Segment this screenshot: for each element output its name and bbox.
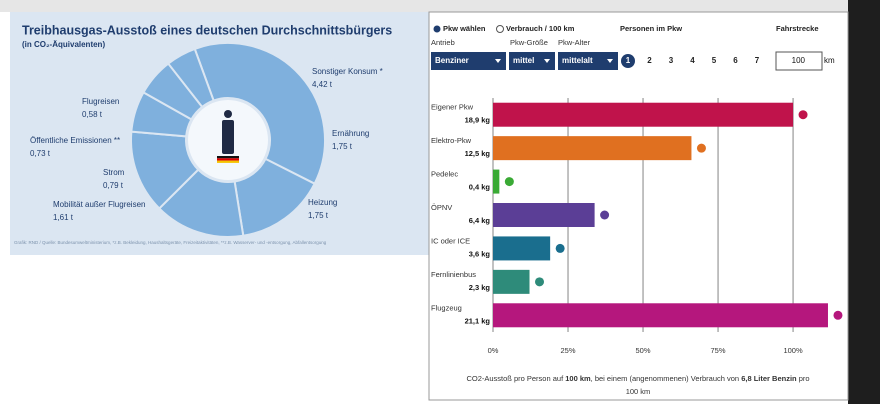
- person-option[interactable]: 5: [712, 56, 717, 65]
- value-label: 3,6 kg: [469, 249, 491, 258]
- category-label: Fernlinienbus: [431, 270, 476, 279]
- pie-slice: [193, 42, 326, 186]
- bar: [493, 102, 794, 127]
- dropdown-value[interactable]: mittelalt: [562, 56, 593, 65]
- dropdown[interactable]: [431, 52, 506, 70]
- bar: [493, 169, 500, 194]
- pie-label: Strom: [103, 168, 125, 177]
- pie-label: Flugreisen: [82, 97, 119, 106]
- radio-label[interactable]: Verbrauch / 100 km: [506, 24, 575, 33]
- person-option[interactable]: 3: [669, 56, 674, 65]
- person-body: [222, 120, 234, 154]
- flag-stripe: [217, 160, 239, 163]
- x-tick-label: 50%: [636, 346, 651, 355]
- pie-chart: Sonstiger Konsum * 4,42 t Ernährung 1,75 t H…: [30, 42, 383, 238]
- value-label: 2,3 kg: [469, 283, 491, 292]
- control-label: Pkw-Größe: [510, 38, 548, 47]
- bar-icon: [833, 310, 843, 320]
- pie-value-label: 0,58 t: [82, 110, 103, 119]
- bar: [493, 136, 692, 161]
- pie-label: Heizung: [308, 198, 337, 207]
- bar-icon: [600, 210, 610, 220]
- bar-icon: [798, 110, 808, 120]
- pie-title: Treibhausgas-Ausstoß eines deutschen Dur…: [22, 23, 392, 37]
- control-label: Pkw-Alter: [558, 38, 591, 47]
- controls: Benziner mittel mittelalt 1 2 3 4 5 6 7: [431, 52, 760, 70]
- bar: [493, 269, 530, 294]
- bar-icon: [555, 243, 565, 253]
- dropdown-value[interactable]: mittel: [513, 56, 534, 65]
- person-option[interactable]: 6: [733, 56, 738, 65]
- pie-source: Grafik: RND / Quelle: Bundesumweltminist…: [14, 240, 327, 245]
- dropdown-arrow: [544, 59, 550, 63]
- pie-value-label: 1,75 t: [332, 142, 353, 151]
- category-label: IC oder ICE: [431, 236, 470, 245]
- x-tick-label: 75%: [711, 346, 726, 355]
- pie-slice: [166, 47, 215, 109]
- caption: 100 km: [626, 387, 651, 396]
- flag-stripe: [217, 156, 239, 159]
- dropdown-value[interactable]: Benziner: [435, 56, 469, 65]
- dropdown-arrow: [607, 59, 613, 63]
- caption: CO2-Ausstoß pro Person auf 100 km, bei e…: [466, 374, 809, 383]
- pie-label: Sonstiger Konsum *: [312, 67, 383, 76]
- x-tick-label: 25%: [561, 346, 576, 355]
- x-tick-label: 0%: [488, 346, 499, 355]
- person-option[interactable]: 4: [690, 56, 695, 65]
- bar: [493, 236, 551, 261]
- side-strip: [848, 0, 880, 404]
- category-label: Eigener Pkw: [431, 103, 474, 112]
- dropdown[interactable]: [558, 52, 618, 70]
- pie-label: Mobilität außer Flugreisen: [53, 200, 145, 209]
- value-label: 0,4 kg: [469, 183, 491, 192]
- value-label: 21,1 kg: [465, 316, 491, 325]
- distance-input[interactable]: [775, 51, 823, 71]
- person-head: [224, 110, 232, 118]
- bar-icon: [535, 277, 545, 287]
- category-label: Elektro-Pkw: [431, 136, 472, 145]
- pie-label: Ernährung: [332, 129, 369, 138]
- radio-label[interactable]: Pkw wählen: [443, 24, 486, 33]
- distance-title: Fahrstrecke: [776, 24, 819, 33]
- category-label: Pedelec: [431, 170, 458, 179]
- persons-title: Personen im Pkw: [620, 24, 682, 33]
- person-option[interactable]: 2: [647, 56, 652, 65]
- dropdown-arrow: [495, 59, 501, 63]
- pie-label: Öffentliche Emissionen **: [30, 136, 120, 145]
- person-option[interactable]: 1: [626, 56, 631, 65]
- control-label: Antrieb: [431, 38, 455, 47]
- value-label: 18,9 kg: [465, 116, 491, 125]
- bar-chart: 0% 25% 50% 75% 100% Eigener Pkw 18,9 kg Elektro…: [431, 98, 843, 355]
- radio-selected[interactable]: [433, 25, 441, 33]
- distance-value[interactable]: 100: [792, 56, 806, 65]
- dropdown[interactable]: [509, 52, 555, 70]
- pie-value-label: 0,79 t: [103, 181, 124, 190]
- value-label: 12,5 kg: [465, 149, 491, 158]
- top-strip: [0, 0, 880, 12]
- radio[interactable]: [496, 25, 504, 33]
- bar-icon: [504, 177, 514, 187]
- pie-value-label: 4,42 t: [312, 80, 333, 89]
- category-label: Flugzeug: [431, 303, 462, 312]
- pie-value-label: 1,61 t: [53, 213, 74, 222]
- bar-icon: [696, 143, 706, 153]
- caption-part: , bei einem (angenommenen) Verbrauch von: [591, 374, 742, 383]
- person-selected[interactable]: [621, 54, 635, 68]
- bar: [493, 303, 828, 328]
- pie-subtitle: (in CO₂-Äquivalenten): [22, 40, 105, 49]
- flag-stripe: [217, 158, 239, 161]
- pie-value-label: 0,73 t: [30, 149, 51, 158]
- x-tick-label: 100%: [783, 346, 803, 355]
- distance-unit: km: [824, 56, 835, 65]
- person-option[interactable]: 7: [755, 56, 760, 65]
- caption-part: CO2-Ausstoß pro Person auf: [466, 374, 565, 383]
- value-label: 6,4 kg: [469, 216, 491, 225]
- pie-value-label: 1,75 t: [308, 211, 329, 220]
- category-label: ÖPNV: [431, 203, 452, 212]
- caption-part: 100 km: [565, 374, 591, 383]
- bar: [493, 203, 595, 227]
- caption-part: pro: [797, 374, 810, 383]
- caption-part: 6,8 Liter Benzin: [741, 374, 797, 383]
